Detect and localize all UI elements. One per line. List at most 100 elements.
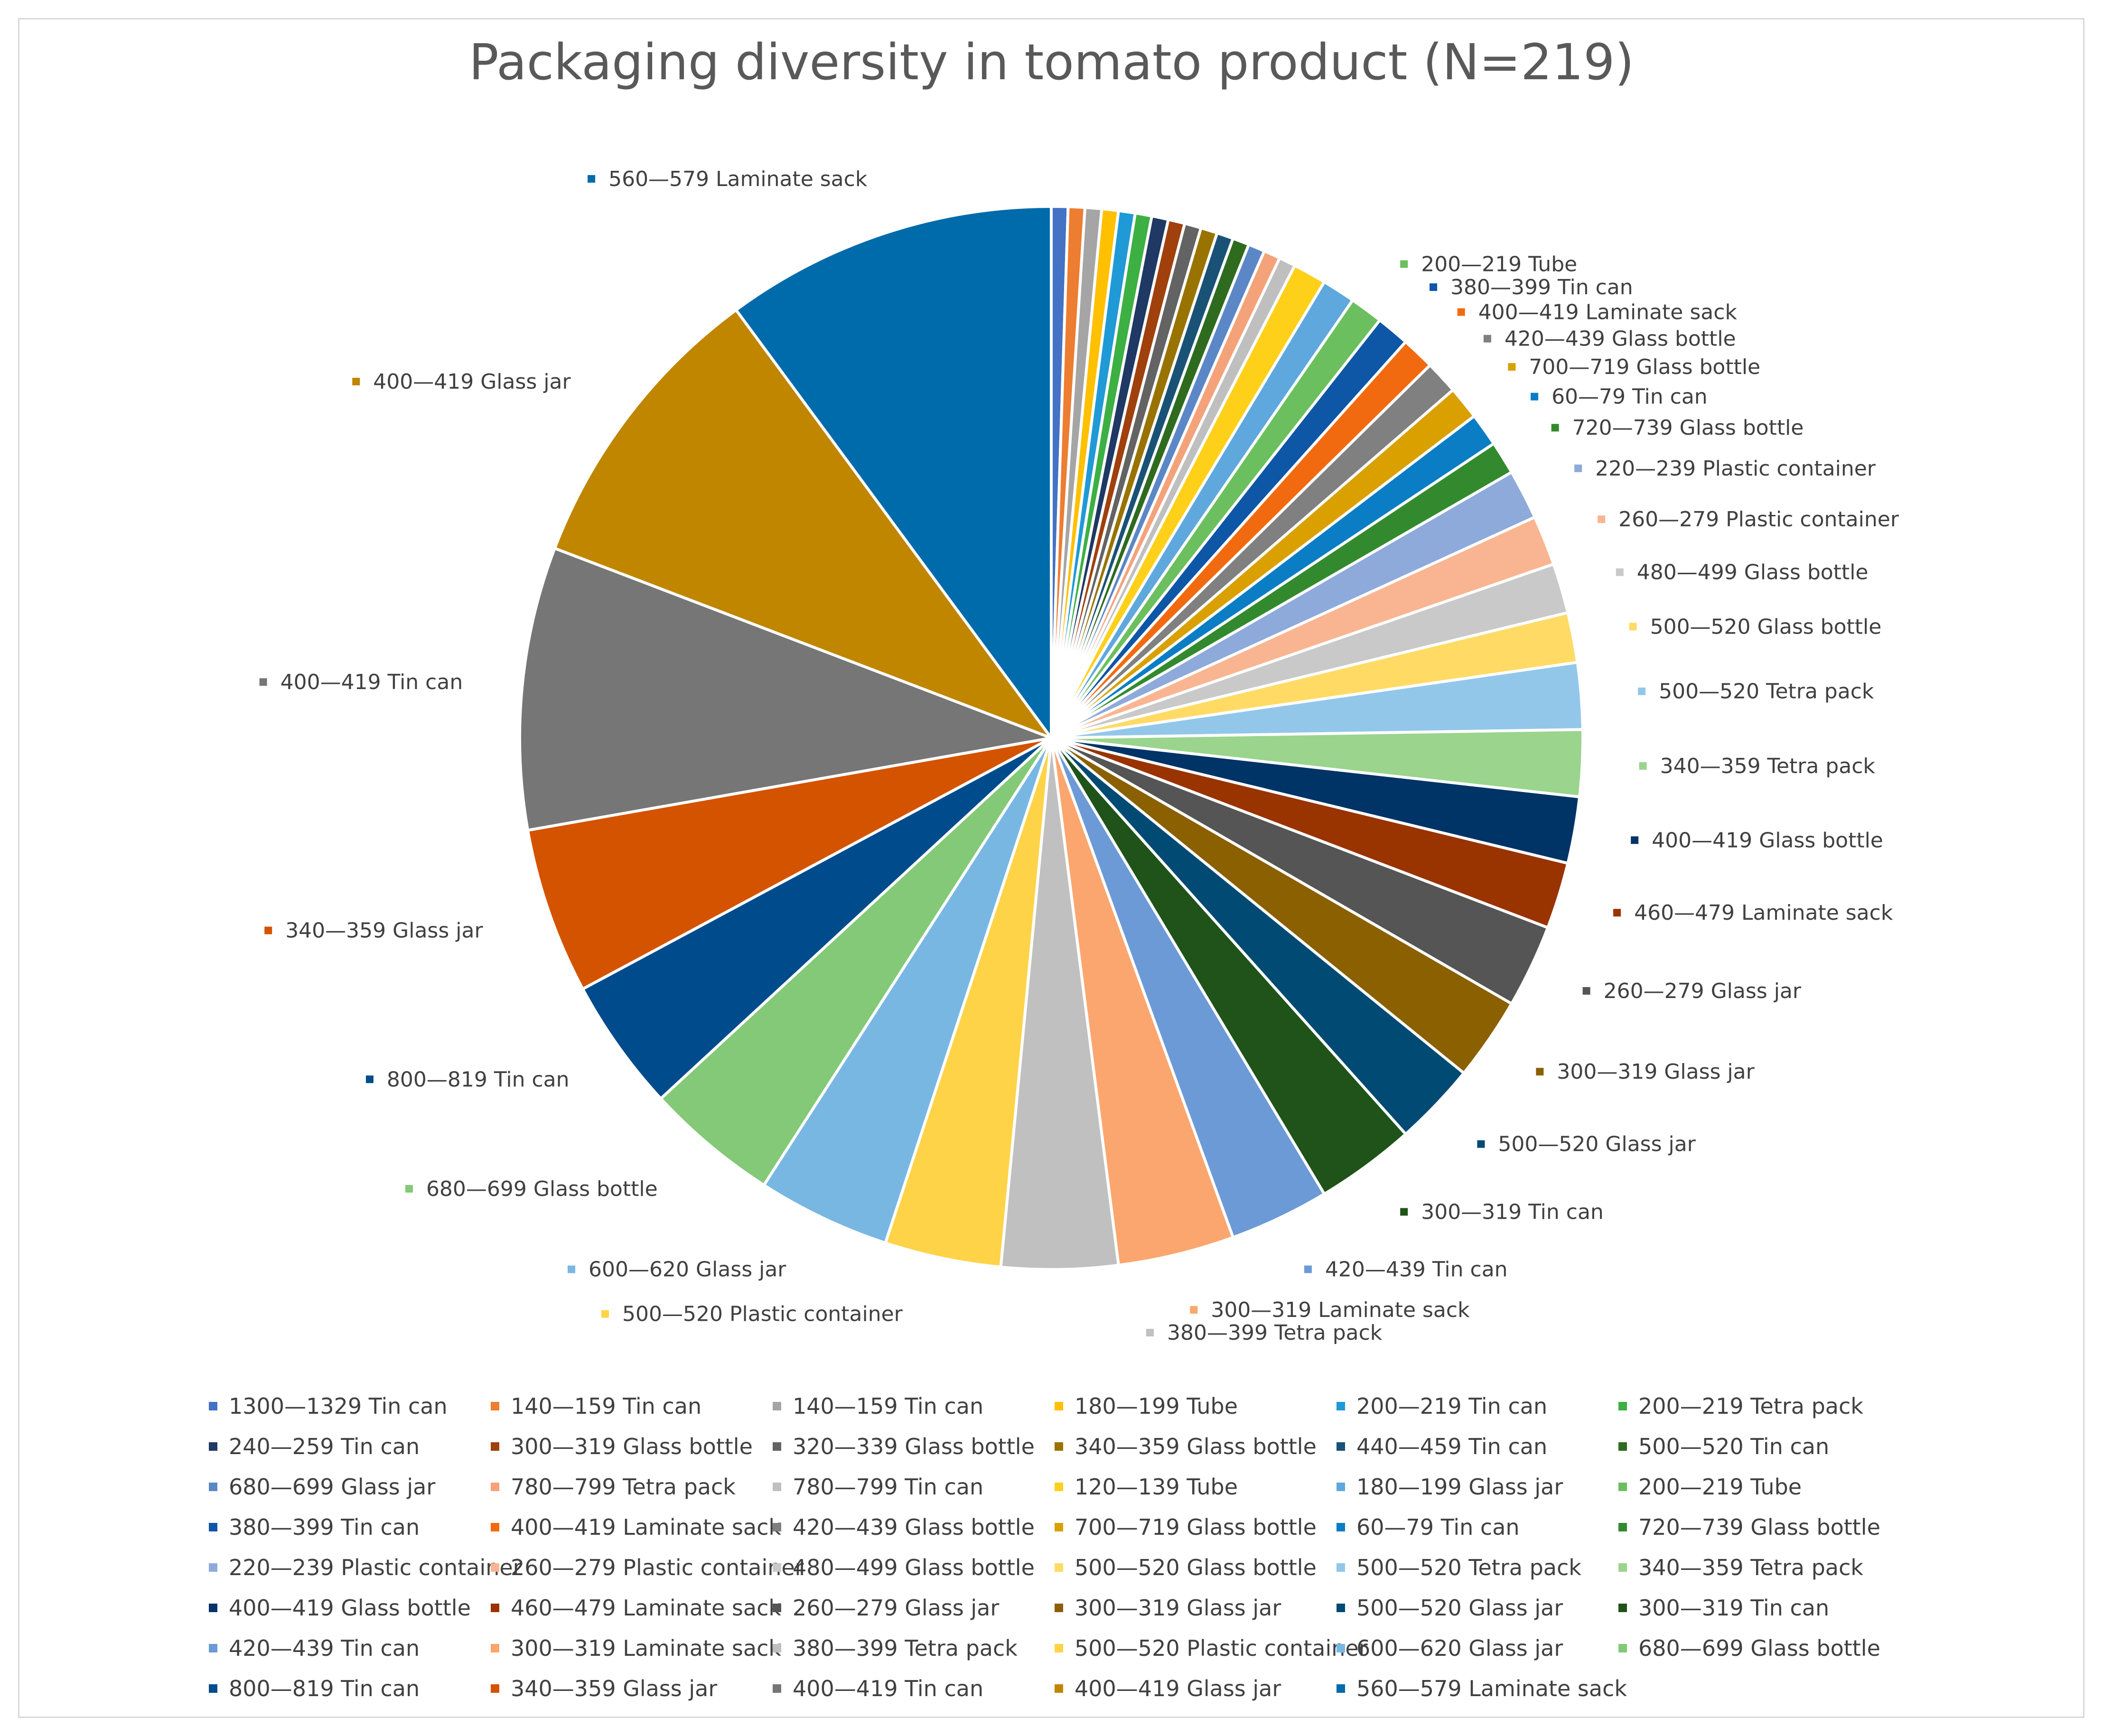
legend-item[interactable]: 140—159 Tin can [491, 1386, 773, 1426]
slice-label-text: 420—439 Glass bottle [1505, 327, 1736, 351]
pie-slice-47-560-579-laminate-sack[interactable] [734, 205, 1053, 743]
legend-item[interactable]: 120—139 Tube [1055, 1466, 1337, 1507]
legend-item[interactable]: 400—419 Glass bottle [209, 1587, 491, 1628]
legend-item[interactable]: 400—419 Glass jar [1055, 1668, 1337, 1708]
pie-slice-43-800-819-tin-can[interactable] [580, 737, 1053, 1101]
pie-slice-42-680-699-glass-bottle[interactable] [659, 737, 1053, 1187]
legend-item[interactable]: 1300—1329 Tin can [209, 1386, 491, 1426]
slice-label-swatch [1598, 515, 1606, 523]
pie-slice-40-500-520-plastic-container[interactable] [883, 737, 1053, 1269]
legend-item[interactable]: 780—799 Tetra pack [491, 1466, 773, 1507]
slice-data-label: 420—439 Tin can [1304, 1258, 1508, 1282]
pie-slice-44-340-359-glass-jar[interactable] [526, 737, 1052, 991]
slice-data-label: 400—419 Tin can [259, 670, 463, 694]
legend-label: 340—359 Tetra pack [1638, 1554, 1863, 1580]
legend-item[interactable]: 500—520 Glass bottle [1055, 1547, 1337, 1587]
slice-data-label: 480—499 Glass bottle [1616, 560, 1868, 585]
slice-label-swatch [352, 378, 360, 386]
legend-item[interactable]: 340—359 Tetra pack [1618, 1547, 1900, 1587]
legend-label: 720—739 Glass bottle [1638, 1514, 1880, 1540]
pie-slice-45-400-419-tin-can[interactable] [518, 546, 1057, 832]
legend-swatch [1337, 1603, 1345, 1612]
slice-label-text: 500—520 Glass bottle [1650, 615, 1882, 639]
legend-swatch [1618, 1522, 1627, 1531]
legend-label: 180—199 Tube [1075, 1393, 1238, 1419]
slice-label-swatch [1613, 909, 1621, 917]
legend-swatch [209, 1401, 217, 1410]
legend-item[interactable]: 200—219 Tube [1618, 1466, 1900, 1507]
slice-label-text: 380—399 Tin can [1450, 275, 1633, 299]
pie-slice-46-400-419-glass-jar[interactable] [552, 308, 1056, 741]
legend-item[interactable]: 500—520 Plastic container [1055, 1628, 1368, 1668]
slice-label-text: 680—699 Glass bottle [426, 1177, 658, 1201]
pie-slice-38-300-319-laminate-sack[interactable] [1050, 737, 1235, 1267]
slice-data-label: 200—219 Tube [1400, 252, 1577, 276]
legend-item[interactable]: 800—819 Tin can [209, 1668, 491, 1708]
slice-data-label: 260—279 Glass jar [1582, 979, 1802, 1003]
legend-item[interactable]: 300—319 Glass bottle [491, 1426, 773, 1466]
legend-label: 140—159 Tin can [793, 1393, 984, 1419]
legend-swatch [1337, 1643, 1345, 1652]
legend-label: 300—319 Glass jar [1075, 1595, 1281, 1621]
legend-item[interactable]: 300—319 Tin can [1618, 1587, 1900, 1628]
legend-swatch [1337, 1684, 1345, 1693]
slice-data-label: 340—359 Glass jar [264, 919, 483, 943]
legend-item[interactable]: 680—699 Glass bottle [1618, 1628, 1900, 1668]
legend-item[interactable]: 500—520 Tetra pack [1337, 1547, 1618, 1587]
legend-item[interactable]: 260—279 Glass jar [773, 1587, 1055, 1628]
legend-item[interactable]: 720—739 Glass bottle [1618, 1507, 1900, 1547]
legend-item[interactable]: 680—699 Glass jar [209, 1466, 491, 1507]
pie-slice-39-380-399-tetra-pack[interactable] [999, 737, 1121, 1271]
legend-item[interactable]: 200—219 Tetra pack [1618, 1386, 1900, 1426]
legend-item[interactable]: 400—419 Laminate sack [491, 1507, 781, 1547]
slice-label-swatch [405, 1185, 413, 1193]
legend-item[interactable]: 440—459 Tin can [1337, 1426, 1618, 1466]
legend-item[interactable]: 180—199 Tube [1055, 1386, 1337, 1426]
chart-legend: 1300—1329 Tin can 140—159 Tin can 140—159 … [209, 1386, 1917, 1708]
legend-item[interactable]: 380—399 Tetra pack [773, 1628, 1055, 1668]
legend-item[interactable]: 780—799 Tin can [773, 1466, 1055, 1507]
legend-item[interactable]: 420—439 Tin can [209, 1628, 491, 1668]
legend-item[interactable]: 500—520 Glass jar [1337, 1587, 1618, 1628]
legend-item[interactable]: 140—159 Tin can [773, 1386, 1055, 1426]
legend-item[interactable]: 600—620 Glass jar [1337, 1628, 1618, 1668]
legend-item[interactable]: 700—719 Glass bottle [1055, 1507, 1337, 1547]
legend-item[interactable]: 200—219 Tin can [1337, 1386, 1618, 1426]
legend-item[interactable]: 60—79 Tin can [1337, 1507, 1618, 1547]
legend-item[interactable]: 400—419 Tin can [773, 1668, 1055, 1708]
legend-item[interactable]: 260—279 Plastic container [491, 1547, 804, 1587]
legend-item[interactable]: 240—259 Tin can [209, 1426, 491, 1466]
legend-item[interactable]: 420—439 Glass bottle [773, 1507, 1055, 1547]
legend-item[interactable]: 220—239 Plastic container [209, 1547, 522, 1587]
slice-label-swatch [1304, 1265, 1312, 1273]
slice-label-swatch [1146, 1329, 1154, 1337]
legend-item[interactable]: 500—520 Tin can [1618, 1426, 1900, 1466]
legend-item[interactable]: 560—579 Laminate sack [1337, 1668, 1627, 1708]
legend-swatch [1618, 1401, 1627, 1410]
legend-label: 420—439 Glass bottle [793, 1514, 1035, 1540]
legend-item[interactable]: 340—359 Glass jar [491, 1668, 773, 1708]
legend-item[interactable]: 340—359 Glass bottle [1055, 1426, 1337, 1466]
legend-swatch [491, 1603, 499, 1612]
legend-item[interactable]: 380—399 Tin can [209, 1507, 491, 1547]
slice-label-text: 720—739 Glass bottle [1572, 416, 1804, 440]
legend-item[interactable]: 480—499 Glass bottle [773, 1547, 1055, 1587]
legend-item[interactable]: 320—339 Glass bottle [773, 1426, 1055, 1466]
legend-item[interactable]: 460—479 Laminate sack [491, 1587, 781, 1628]
legend-swatch [773, 1482, 781, 1491]
legend-item[interactable]: 300—319 Laminate sack [491, 1628, 781, 1668]
legend-swatch [209, 1442, 217, 1451]
pie-slice-41-600-620-glass-jar[interactable] [762, 737, 1053, 1245]
legend-label: 500—520 Glass jar [1356, 1595, 1563, 1621]
slice-label-swatch [1190, 1306, 1198, 1314]
legend-item[interactable]: 300—319 Glass jar [1055, 1587, 1337, 1628]
slice-data-label: 800—819 Tin can [365, 1067, 570, 1092]
legend-label: 320—339 Glass bottle [793, 1433, 1035, 1459]
legend-label: 200—219 Tin can [1356, 1393, 1548, 1419]
legend-swatch [1618, 1442, 1627, 1451]
legend-label: 340—359 Glass bottle [1075, 1433, 1317, 1459]
legend-swatch [1618, 1482, 1627, 1491]
legend-label: 200—219 Tube [1638, 1474, 1802, 1500]
slice-label-text: 300—319 Tin can [1421, 1200, 1604, 1224]
legend-item[interactable]: 180—199 Glass jar [1337, 1466, 1618, 1507]
